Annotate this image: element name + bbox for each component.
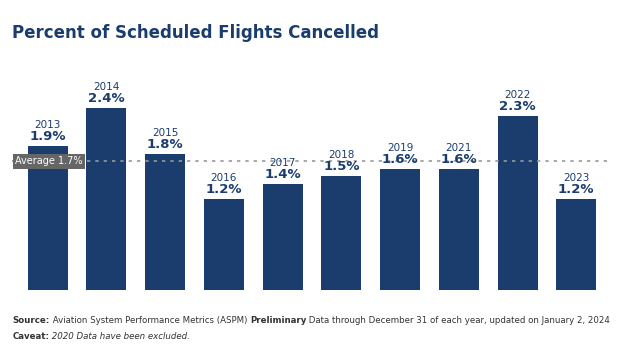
Text: 2014: 2014 (93, 82, 120, 92)
Text: 2.3%: 2.3% (499, 100, 536, 113)
Text: 2018: 2018 (328, 150, 354, 161)
Text: 2013: 2013 (34, 120, 61, 130)
Text: 1.4%: 1.4% (265, 168, 301, 181)
Text: 2019: 2019 (387, 143, 413, 153)
Bar (497, 116, 537, 290)
Bar (263, 184, 303, 290)
Bar (145, 154, 185, 290)
Text: 2015: 2015 (152, 128, 178, 138)
Text: 2016: 2016 (211, 173, 237, 183)
Text: 2021: 2021 (446, 143, 472, 153)
Bar (204, 199, 244, 290)
Text: Average 1.7%: Average 1.7% (16, 156, 83, 166)
Text: 2017: 2017 (270, 158, 296, 168)
Bar (380, 169, 420, 290)
Bar (321, 176, 361, 290)
Text: Data through December 31 of each year, updated on January 2, 2024: Data through December 31 of each year, u… (306, 316, 610, 325)
Text: 1.9%: 1.9% (29, 130, 66, 143)
Text: Caveat:: Caveat: (12, 332, 49, 341)
Text: 2023: 2023 (563, 173, 590, 183)
Bar (27, 146, 67, 290)
Text: 1.6%: 1.6% (441, 153, 477, 166)
Text: 1.6%: 1.6% (382, 153, 419, 166)
Bar (439, 169, 479, 290)
Text: 1.2%: 1.2% (558, 183, 595, 196)
Text: Percent of Scheduled Flights Cancelled: Percent of Scheduled Flights Cancelled (12, 24, 379, 42)
Text: 2020 Data have been excluded.: 2020 Data have been excluded. (49, 332, 190, 341)
Text: 2022: 2022 (504, 90, 531, 100)
Bar (87, 108, 127, 290)
Text: Aviation System Performance Metrics (ASPM): Aviation System Performance Metrics (ASP… (50, 316, 250, 325)
Text: 1.8%: 1.8% (147, 138, 183, 150)
Text: 2.4%: 2.4% (88, 92, 125, 105)
Text: 1.2%: 1.2% (206, 183, 242, 196)
Text: Source:: Source: (12, 316, 50, 325)
Bar (557, 199, 597, 290)
Text: Preliminary: Preliminary (250, 316, 306, 325)
Text: 1.5%: 1.5% (323, 160, 359, 173)
